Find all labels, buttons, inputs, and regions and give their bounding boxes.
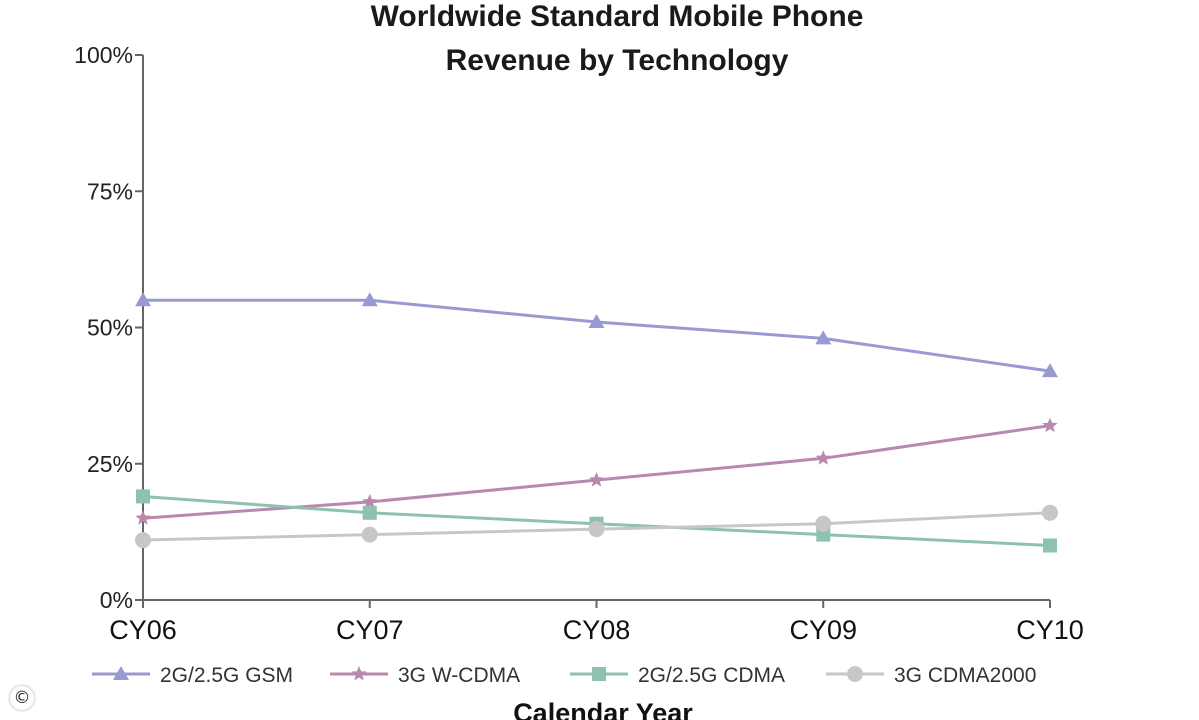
legend-label-2g-2-5g-cdma: 2G/2.5G CDMA bbox=[638, 664, 785, 687]
y-axis-ticks: 0% 25% 50% 75% 100% bbox=[74, 42, 143, 613]
chart-title-line-1: Worldwide Standard Mobile Phone bbox=[371, 0, 864, 33]
data-point-2g-2-5g-cdma bbox=[136, 489, 150, 504]
legend-marker-3g-w-cdma bbox=[351, 666, 367, 681]
y-tick-label: 75% bbox=[87, 178, 133, 204]
data-point-2g-2-5g-gsm bbox=[815, 330, 832, 345]
data-point-3g-w-cdma bbox=[362, 493, 378, 509]
y-tick-label: 50% bbox=[87, 315, 133, 341]
y-tick-label: 0% bbox=[100, 587, 133, 613]
series-line-2g-2-5g-gsm bbox=[143, 298, 1051, 373]
legend-marker-2g-2-5g-cdma bbox=[592, 667, 606, 681]
data-point-3g-cdma2000 bbox=[588, 521, 605, 538]
legend-label-3g-cdma2000: 3G CDMA2000 bbox=[894, 664, 1036, 687]
x-tick-label: CY09 bbox=[789, 615, 857, 645]
x-tick-label: CY08 bbox=[563, 615, 631, 645]
data-point-2g-2-5g-gsm bbox=[361, 292, 378, 307]
y-tick-label: 100% bbox=[74, 42, 133, 68]
x-tick-label: CY10 bbox=[1016, 615, 1084, 645]
copyright-icon: © bbox=[10, 686, 34, 710]
data-point-3g-w-cdma bbox=[588, 472, 605, 487]
series-line-3g-w-cdma bbox=[142, 424, 1051, 520]
data-point-3g-w-cdma bbox=[1042, 417, 1058, 433]
x-tick-label: CY06 bbox=[109, 615, 177, 645]
legend-label-2g-2-5g-gsm: 2G/2.5G GSM bbox=[160, 664, 293, 687]
data-point-3g-w-cdma bbox=[815, 450, 831, 465]
data-point-2g-2-5g-cdma bbox=[362, 505, 377, 520]
x-tick-label: CY07 bbox=[336, 615, 404, 645]
x-axis-ticks: CY06 CY07 CY08 CY09 CY10 bbox=[109, 600, 1084, 645]
data-point-2g-2-5g-cdma bbox=[816, 527, 831, 542]
data-point-3g-cdma2000 bbox=[135, 532, 151, 549]
data-point-2g-2-5g-cdma bbox=[1043, 538, 1057, 553]
series-layer bbox=[135, 292, 1058, 553]
data-point-2g-2-5g-gsm bbox=[135, 292, 151, 307]
legend: 2G/2.5G GSM 3G W-CDMA 2G/2.5G CDMA 3G CDMA2… bbox=[92, 664, 1036, 687]
legend-label-3g-w-cdma: 3G W-CDMA bbox=[398, 664, 520, 687]
legend-marker-2g-2-5g-gsm bbox=[113, 666, 129, 680]
data-point-3g-cdma2000 bbox=[361, 526, 378, 543]
y-tick-label: 25% bbox=[87, 451, 133, 477]
data-point-2g-2-5g-gsm bbox=[1042, 363, 1058, 378]
data-point-3g-w-cdma bbox=[135, 510, 151, 525]
data-point-2g-2-5g-gsm bbox=[588, 314, 605, 329]
x-axis-label: Calendar Year bbox=[513, 698, 693, 720]
data-point-3g-cdma2000 bbox=[815, 515, 832, 532]
legend-marker-3g-cdma2000 bbox=[847, 666, 863, 682]
data-point-3g-cdma2000 bbox=[1042, 504, 1058, 521]
chart-title-line-2: Revenue by Technology bbox=[446, 44, 789, 77]
